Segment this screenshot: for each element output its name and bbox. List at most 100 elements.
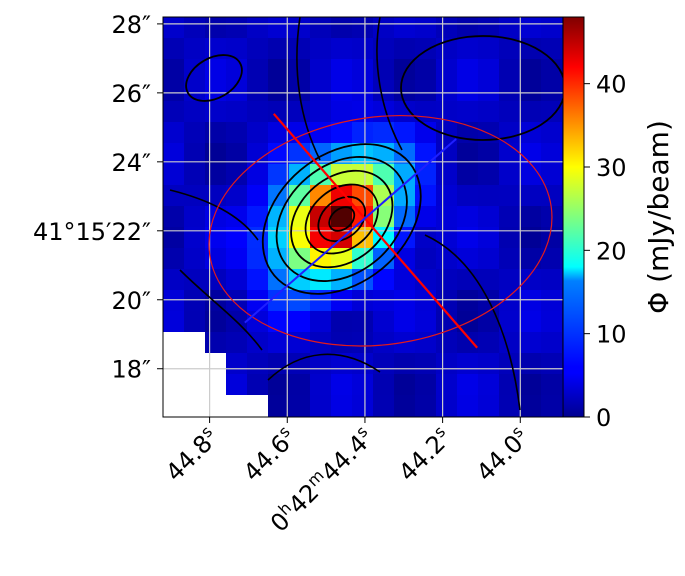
- heatmap-cell: [562, 416, 563, 417]
- heatmap-cell: [457, 38, 479, 60]
- heatmap-cell: [205, 59, 227, 81]
- x-tick-label: 44.8s: [159, 422, 224, 487]
- heatmap-cell: [478, 17, 500, 39]
- heatmap-cell: [436, 143, 458, 165]
- heatmap-cell: [478, 311, 500, 333]
- heatmap-cell: [268, 80, 290, 102]
- heatmap-cell: [268, 143, 290, 165]
- heatmap-cell: [541, 122, 563, 144]
- y-tick-label: 26″: [111, 80, 151, 108]
- colorbar-label: Φ (mJy/beam): [642, 120, 675, 314]
- heatmap-cell: [205, 290, 227, 312]
- heatmap-cell: [352, 17, 374, 39]
- heatmap-cell: [499, 101, 521, 123]
- colorbar-tick-label: 30: [596, 154, 627, 182]
- heatmap-cell: [352, 164, 374, 186]
- heatmap-cell: [436, 290, 458, 312]
- heatmap-cell: [520, 143, 542, 165]
- heatmap-cell: [520, 248, 542, 270]
- heatmap-cell: [163, 248, 185, 270]
- heatmap-cell: [478, 374, 500, 396]
- heatmap-cell: [205, 353, 227, 375]
- heatmap-cell: [541, 80, 563, 102]
- heatmap-cell: [289, 206, 311, 228]
- heatmap-cell: [310, 311, 332, 333]
- heatmap-cell: [268, 38, 290, 60]
- heatmap-cell: [436, 395, 458, 417]
- heatmap-cell: [205, 332, 227, 354]
- heatmap-cell: [373, 290, 395, 312]
- aperture-ellipse: [208, 114, 553, 347]
- y-tick-label: 24″: [111, 149, 151, 177]
- heatmap-cell: [352, 59, 374, 81]
- heatmap-cell: [436, 248, 458, 270]
- heatmap-cell: [163, 17, 185, 39]
- colorbar-tick-label: 40: [596, 71, 627, 99]
- heatmap-cell: [373, 227, 395, 249]
- heatmap-cell: [478, 185, 500, 207]
- heatmap-cell: [184, 38, 206, 60]
- heatmap-cell: [436, 311, 458, 333]
- heatmap-cell: [331, 206, 353, 228]
- heatmap-cell: [289, 59, 311, 81]
- heatmap-cell: [499, 17, 521, 39]
- heatmap-cell: [184, 290, 206, 312]
- heatmap-cell: [478, 227, 500, 249]
- heatmap-cell: [352, 395, 374, 417]
- heatmap-cell: [415, 332, 437, 354]
- heatmap-cell: [163, 353, 185, 375]
- heatmap-cell: [436, 80, 458, 102]
- heatmap-cell: [499, 38, 521, 60]
- heatmap-cell: [520, 185, 542, 207]
- heatmap-cell: [163, 269, 185, 291]
- heatmap-cell: [541, 248, 563, 270]
- heatmap-cell: [415, 311, 437, 333]
- heatmap-cell: [352, 374, 374, 396]
- heatmap-cell: [520, 59, 542, 81]
- heatmap-cell: [226, 164, 248, 186]
- heatmap-cell: [226, 248, 248, 270]
- heatmap-cell: [310, 416, 332, 417]
- heatmap-cell: [310, 59, 332, 81]
- heatmap-cell: [163, 164, 185, 186]
- heatmap-cell: [415, 59, 437, 81]
- heatmap-cell: [205, 395, 227, 417]
- heatmap-cell: [520, 353, 542, 375]
- heatmap-cell: [226, 395, 248, 417]
- heatmap-cell: [226, 416, 248, 417]
- heatmap-cell: [289, 374, 311, 396]
- heatmap-cell: [247, 374, 269, 396]
- heatmap-cell: [268, 395, 290, 417]
- x-tick-label: 44.2s: [392, 422, 457, 487]
- heatmap-cell: [352, 143, 374, 165]
- heatmap-cell: [394, 185, 416, 207]
- heatmap-cell: [541, 164, 563, 186]
- heatmap-cell: [163, 374, 185, 396]
- heatmap-cell: [352, 290, 374, 312]
- heatmap-cell: [226, 80, 248, 102]
- y-tick-label: 41°15′22″: [33, 218, 151, 246]
- heatmap-cell: [289, 101, 311, 123]
- heatmap-cell: [478, 332, 500, 354]
- heatmap-cell: [541, 269, 563, 291]
- heatmap-cell: [226, 122, 248, 144]
- heatmap-cell: [331, 17, 353, 39]
- heatmap-cell: [352, 332, 374, 354]
- heatmap-cell: [310, 17, 332, 39]
- heatmap-cell: [226, 227, 248, 249]
- heatmap-cell: [310, 269, 332, 291]
- heatmap-cell: [478, 416, 500, 417]
- heatmap-cell: [373, 122, 395, 144]
- heatmap-cell: [457, 143, 479, 165]
- contour-line: [424, 234, 521, 411]
- heatmap-cell: [478, 143, 500, 165]
- heatmap-cell: [331, 332, 353, 354]
- colorbar-tick-label: 0: [596, 404, 611, 432]
- heatmap-cell: [373, 248, 395, 270]
- heatmap-cell: [289, 164, 311, 186]
- heatmap-cell: [373, 59, 395, 81]
- heatmap-cell: [541, 353, 563, 375]
- heatmap-cell: [226, 17, 248, 39]
- heatmap-cell: [373, 269, 395, 291]
- heatmap-cell: [436, 164, 458, 186]
